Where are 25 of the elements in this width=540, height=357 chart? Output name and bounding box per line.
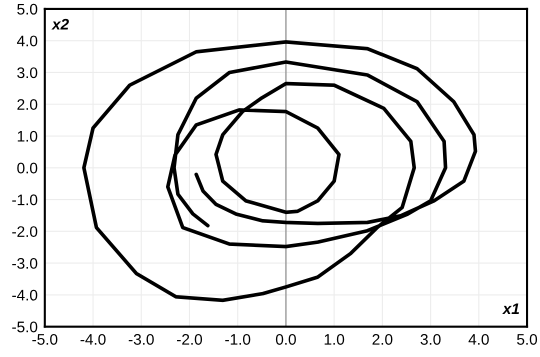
x-tick-label: 4.0 (468, 334, 489, 345)
y-tick-label: 2.0 (17, 99, 38, 110)
x-tick-label: -2.0 (177, 334, 202, 345)
x-tick-label: 3.0 (420, 334, 441, 345)
y-tick-label: -4.0 (12, 290, 38, 301)
x-tick-label: -1.0 (225, 334, 250, 345)
x-tick-label: 2.0 (372, 334, 392, 345)
y-tick-label: -1.0 (12, 194, 38, 206)
y-tick-label: 5.0 (17, 4, 38, 15)
y-axis-title: x2 (51, 18, 69, 30)
y-tick-label: 3.0 (17, 67, 38, 78)
x-tick-label: -4.0 (80, 334, 106, 345)
y-tick-label: 0.0 (17, 162, 38, 174)
y-tick-label: -5.0 (12, 322, 38, 332)
y-tick-label: 1.0 (18, 130, 38, 142)
x-tick-label: 1.0 (324, 334, 344, 345)
x-tick-label: -3.0 (128, 334, 154, 345)
y-tick-label: 4.0 (16, 36, 38, 46)
x-tick-label: -5.0 (32, 334, 58, 345)
x-axis-title: x1 (502, 303, 519, 314)
y-tick-label: -3.0 (12, 258, 38, 269)
x-tick-label: 5.0 (517, 334, 538, 345)
line-series (82, 40, 478, 302)
x-tick-label: 0.0 (276, 334, 296, 345)
y-tick-label: -2.0 (12, 226, 38, 238)
